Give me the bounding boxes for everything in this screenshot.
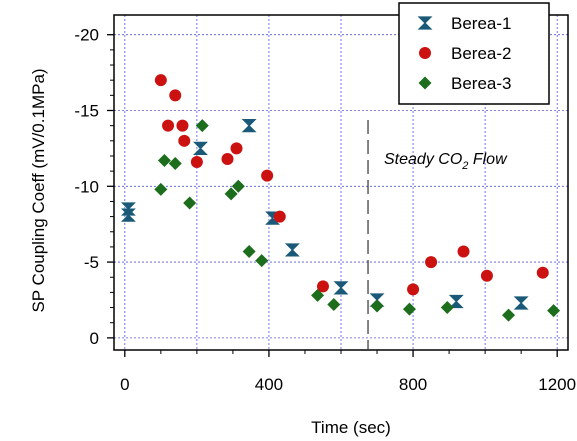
data-point-berea-1 [333, 281, 349, 295]
data-point-berea-1 [448, 294, 464, 309]
series-berea-1 [120, 119, 529, 310]
data-point-berea-3 [547, 304, 561, 318]
y-tick-label: -10 [74, 177, 99, 196]
x-tick-label: 1200 [538, 375, 576, 394]
data-point-berea-3 [168, 157, 182, 171]
data-point-berea-3 [311, 288, 325, 302]
data-point-berea-3 [242, 244, 256, 258]
data-point-berea-1 [241, 119, 257, 133]
series-berea-3 [154, 119, 561, 322]
data-point-berea-3 [183, 196, 197, 210]
data-point-berea-2 [425, 256, 438, 269]
legend-marker-berea-3 [418, 76, 432, 90]
data-point-berea-2 [261, 169, 274, 182]
x-tick-label: 400 [255, 375, 283, 394]
data-point-berea-2 [316, 280, 329, 293]
legend: Berea-1 Berea-2 Berea-3 [398, 2, 550, 105]
y-tick-label: 0 [90, 329, 99, 348]
data-point-berea-3 [231, 179, 245, 193]
data-point-berea-2 [536, 266, 549, 279]
data-point-berea-3 [370, 299, 384, 313]
data-point-berea-3 [195, 119, 209, 133]
x-tick-label: 800 [399, 375, 427, 394]
data-point-berea-3 [154, 182, 168, 196]
legend-marker-berea-2 [419, 47, 431, 59]
series-berea-2 [154, 74, 549, 296]
data-point-berea-3 [440, 301, 454, 315]
data-point-berea-1 [513, 296, 529, 310]
y-tick-label: -15 [74, 101, 99, 120]
data-point-berea-3 [402, 302, 416, 316]
y-axis-label: SP Coupling Coeff (mV/0.1MPa) [29, 68, 48, 312]
data-point-berea-2 [457, 245, 470, 258]
data-point-berea-3 [157, 154, 171, 168]
y-tick-label: -20 [74, 26, 99, 45]
data-point-berea-3 [255, 254, 269, 268]
x-axis-label: Time (sec) [311, 418, 391, 437]
x-tick-label: 0 [120, 375, 129, 394]
data-point-berea-2 [154, 74, 167, 87]
data-point-berea-1 [284, 243, 300, 257]
steady-flow-annotation: Steady CO2 Flow [384, 151, 508, 172]
data-series [120, 74, 561, 322]
data-point-berea-2 [230, 142, 243, 155]
legend-label-berea-2: Berea-2 [451, 44, 511, 63]
annotation-subscript: 2 [461, 160, 468, 172]
legend-label-berea-1: Berea-1 [451, 14, 511, 33]
data-point-berea-1 [193, 141, 208, 155]
data-point-berea-3 [224, 187, 238, 201]
data-point-berea-2 [162, 119, 175, 132]
data-point-berea-2 [176, 119, 189, 132]
data-point-berea-1 [120, 208, 136, 222]
legend-marker-berea-1 [417, 16, 433, 30]
data-point-berea-2 [221, 153, 234, 166]
data-point-berea-2 [178, 134, 191, 147]
annotations: Steady CO2 Flow [367, 120, 508, 350]
annotation-tail-text: Flow [468, 151, 508, 168]
axis-ticks: 0 400 800 1200 0 -5 -10 -15 -20 [74, 26, 576, 394]
y-tick-label: -5 [84, 253, 99, 272]
legend-label-berea-3: Berea-3 [451, 74, 511, 93]
data-point-berea-3 [502, 308, 516, 322]
data-point-berea-2 [480, 269, 493, 282]
data-point-berea-2 [407, 283, 420, 296]
data-point-berea-3 [327, 298, 341, 312]
annotation-main-text: Steady CO [384, 151, 462, 168]
data-point-berea-2 [273, 210, 286, 223]
data-point-berea-2 [169, 89, 182, 102]
data-point-berea-2 [190, 156, 203, 169]
